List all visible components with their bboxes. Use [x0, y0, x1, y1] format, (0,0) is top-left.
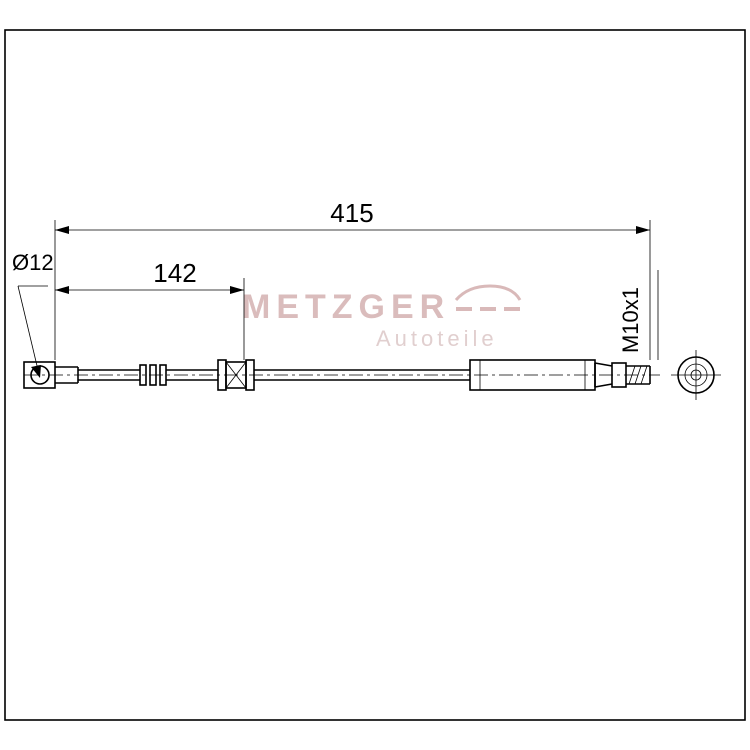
diameter-callout: Ø12 — [12, 250, 54, 378]
part-end-view — [671, 350, 721, 400]
dim-142-label: 142 — [153, 258, 196, 288]
thread-label: M10x1 — [618, 287, 643, 353]
technical-drawing: METZGER Autoteile 415 142 Ø12 M10x1 — [0, 0, 750, 750]
arrow — [55, 226, 69, 234]
watermark: METZGER Autoteile — [242, 286, 520, 351]
dim-415-label: 415 — [330, 198, 373, 228]
arrow — [636, 226, 650, 234]
diameter-label: Ø12 — [12, 250, 54, 275]
watermark-subtitle: Autoteile — [376, 326, 498, 351]
arrow — [55, 286, 69, 294]
thread-callout: M10x1 — [618, 270, 658, 360]
watermark-brand: METZGER — [242, 288, 450, 326]
